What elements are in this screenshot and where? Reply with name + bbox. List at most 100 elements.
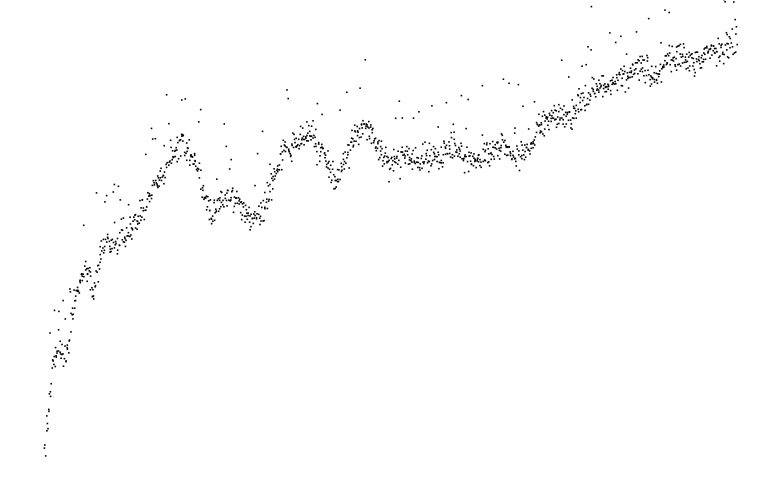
data-point <box>497 154 499 157</box>
data-point <box>216 178 218 180</box>
data-point <box>330 181 332 184</box>
data-point <box>264 191 266 194</box>
data-point <box>325 166 328 168</box>
data-point <box>500 144 502 147</box>
data-point <box>388 159 390 162</box>
data-point <box>157 186 159 189</box>
data-point <box>47 427 49 430</box>
data-point <box>479 164 481 167</box>
data-point <box>639 55 641 58</box>
data-point <box>266 207 269 210</box>
data-point <box>155 182 158 184</box>
data-point <box>379 150 382 152</box>
data-point <box>654 65 657 68</box>
data-point <box>307 132 309 134</box>
data-point <box>472 155 474 158</box>
data-point <box>262 199 265 202</box>
data-point <box>146 198 149 200</box>
data-point <box>103 245 106 248</box>
data-point <box>607 88 609 90</box>
data-point <box>286 146 288 149</box>
data-point <box>622 73 625 75</box>
data-point <box>58 310 60 313</box>
data-point <box>170 162 173 164</box>
data-point <box>393 158 396 160</box>
data-point <box>125 227 128 229</box>
data-point <box>446 153 449 155</box>
data-point <box>668 52 671 54</box>
data-point <box>371 129 373 131</box>
data-point <box>271 177 273 180</box>
data-point <box>122 241 125 243</box>
data-point <box>448 141 450 143</box>
data-point <box>186 150 188 153</box>
data-point <box>131 238 133 240</box>
data-point <box>332 173 335 176</box>
data-point <box>160 179 163 182</box>
data-point <box>64 345 66 347</box>
data-point <box>517 83 520 86</box>
data-point <box>693 75 696 77</box>
data-point <box>731 28 734 30</box>
data-point <box>336 168 339 171</box>
data-point <box>426 149 428 152</box>
data-point <box>707 52 709 54</box>
data-point <box>59 340 61 343</box>
data-point <box>546 118 548 120</box>
data-point <box>306 140 308 142</box>
data-point <box>365 125 367 127</box>
data-point <box>448 148 451 150</box>
data-point <box>193 154 196 157</box>
data-point <box>621 77 623 80</box>
data-point <box>168 164 170 166</box>
data-point <box>559 117 561 119</box>
data-point <box>198 121 200 123</box>
data-point <box>470 163 473 166</box>
data-point <box>205 195 208 197</box>
data-point <box>283 144 286 146</box>
data-point <box>169 160 171 162</box>
data-point <box>153 182 155 184</box>
data-point <box>504 139 506 142</box>
data-point <box>245 215 247 218</box>
data-point <box>48 408 50 411</box>
data-point <box>286 89 288 91</box>
data-point <box>56 352 58 354</box>
data-point <box>581 65 583 67</box>
data-point <box>283 149 285 152</box>
data-point <box>327 150 329 152</box>
data-point <box>607 83 609 86</box>
data-point <box>126 235 128 237</box>
data-point <box>524 150 526 153</box>
data-point <box>214 212 216 214</box>
data-point <box>478 154 480 156</box>
data-point <box>354 130 356 132</box>
data-point <box>136 223 139 225</box>
data-point <box>662 64 665 66</box>
data-point <box>724 0 726 3</box>
data-point <box>57 350 60 352</box>
data-point <box>46 415 48 417</box>
data-point <box>460 145 463 147</box>
data-point <box>217 198 220 200</box>
data-point <box>587 92 590 94</box>
data-point <box>317 141 320 144</box>
data-point <box>64 318 67 320</box>
data-point <box>289 152 291 155</box>
data-point <box>620 84 623 87</box>
data-point <box>379 156 381 159</box>
data-point <box>281 168 283 171</box>
data-point <box>170 146 172 149</box>
data-point <box>312 120 314 122</box>
data-point <box>514 127 516 129</box>
data-point <box>717 37 719 40</box>
data-point <box>301 137 303 139</box>
data-point <box>724 44 727 46</box>
data-point <box>467 98 469 101</box>
data-point <box>650 65 653 68</box>
data-point <box>168 122 170 125</box>
data-point <box>408 156 411 159</box>
data-point <box>561 108 564 111</box>
data-point <box>52 360 54 362</box>
data-point <box>495 148 498 150</box>
